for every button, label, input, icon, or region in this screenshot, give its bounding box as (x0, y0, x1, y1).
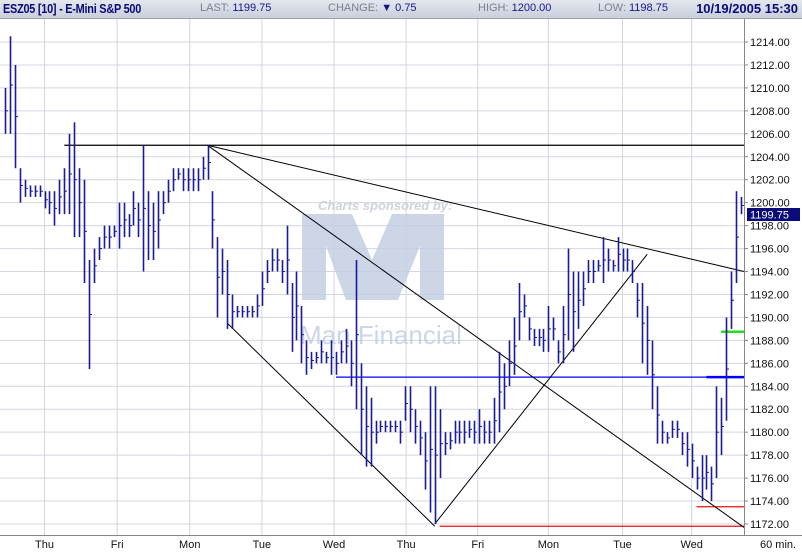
quote-datetime: 10/19/2005 15:30 (696, 1, 798, 16)
change-value: 0.75 (395, 2, 417, 14)
y-tick-label: 1184.00 (750, 381, 789, 393)
y-tick-label: 1188.00 (750, 335, 789, 347)
trendline (207, 144, 745, 273)
high-label: HIGH: (478, 2, 509, 14)
x-tick-label: Fri (471, 539, 484, 551)
x-tick-label: Wed (323, 539, 345, 551)
y-tick-label: 1204.00 (750, 152, 790, 164)
y-tick-label: 1186.00 (750, 358, 789, 370)
trendline (434, 253, 648, 525)
y-tick-label: 1192.00 (750, 289, 789, 301)
last-price-tag (747, 208, 800, 221)
high-value: 1200.00 (511, 2, 552, 14)
change-quote: CHANGE: ▼ 0.75 (328, 2, 417, 14)
y-tick-label: 1208.00 (750, 106, 790, 118)
watermark-sponsor-text: Charts sponsored by: (318, 198, 452, 213)
x-tick-label: Thu (397, 539, 416, 551)
y-tick-label: 1182.00 (750, 404, 789, 416)
y-tick-label: 1196.00 (750, 244, 789, 256)
y-tick-label: 1180.00 (750, 427, 789, 439)
horizontal-levels (64, 144, 744, 527)
y-tick-label: 1190.00 (750, 312, 789, 324)
watermark: Charts sponsored by: Man Financial (300, 198, 462, 350)
high-quote: HIGH: 1200.00 (478, 2, 551, 14)
y-tick-label: 1194.00 (750, 267, 789, 279)
y-axis: 1214.00 1212.00 1210.00 1208.00 1206.00 1204.… (744, 37, 790, 531)
y-tick-label: 1178.00 (750, 450, 789, 462)
y-tick-label: 1210.00 (750, 83, 790, 95)
instrument-title: ESZ05 [10] - E-Mini S&P 500 (3, 1, 142, 16)
y-tick-label: 1214.00 (750, 37, 790, 49)
y-tick-label: 1198.00 (750, 221, 789, 233)
man-financial-logo-icon (302, 214, 444, 300)
x-tick-label: Mon (538, 539, 559, 551)
x-tick-label: Wed (680, 539, 702, 551)
trendlines (207, 144, 745, 528)
last-price-tag-text: 1199.75 (750, 210, 789, 222)
x-tick-label: Tue (613, 539, 632, 551)
y-tick-label: 1174.00 (750, 496, 789, 508)
triangle-down-icon: ▼ (381, 2, 393, 14)
low-value: 1198.75 (628, 2, 668, 14)
y-tick-label: 1176.00 (750, 473, 789, 485)
y-tick-label: 1202.00 (750, 175, 790, 187)
y-tick-label: 1206.00 (750, 129, 790, 141)
interval-label: 60 min. (760, 539, 796, 551)
x-tick-label: Mon (179, 539, 200, 551)
y-tick-label: 1172.00 (750, 519, 789, 531)
last-label: LAST: (200, 2, 230, 14)
x-axis: Thu Fri Mon Tue Wed Thu Fri Mon Tue Wed (35, 539, 703, 551)
change-label: CHANGE: (328, 2, 379, 14)
x-tick-label: Fri (111, 539, 124, 551)
watermark-brand: Man Financial (300, 320, 462, 350)
x-tick-label: Thu (35, 539, 54, 551)
quote-header: ESZ05 [10] - E-Mini S&P 500 LAST: 1199.7… (0, 0, 802, 19)
price-bars (4, 36, 744, 524)
low-label: LOW: (598, 2, 626, 14)
last-value: 1199.75 (232, 2, 272, 14)
last-quote: LAST: 1199.75 (200, 2, 271, 14)
trendline (226, 322, 436, 527)
y-tick-label: 1212.00 (750, 60, 790, 72)
y-tick-label: 1200.00 (750, 198, 790, 210)
x-tick-label: Tue (253, 539, 272, 551)
low-quote: LOW: 1198.75 (598, 2, 668, 14)
trendline (207, 144, 745, 528)
